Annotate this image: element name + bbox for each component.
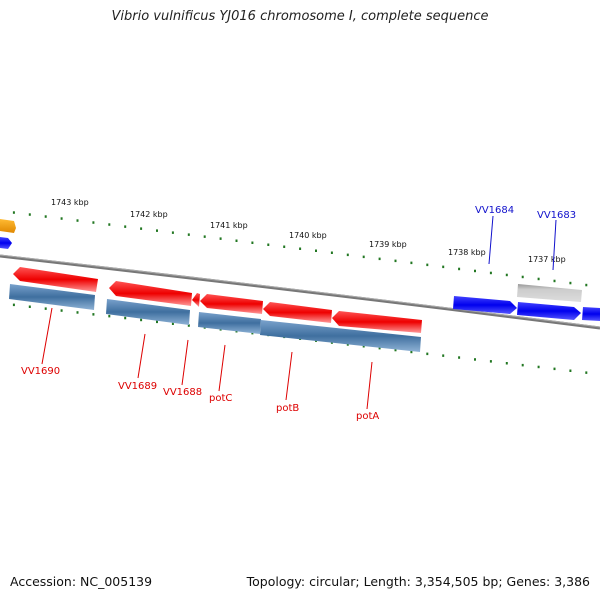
reverse-genes: [13, 267, 422, 333]
scale-labels: 1743 kbp 1742 kbp 1741 kbp 1740 kbp 1739…: [51, 198, 566, 264]
scale-label: 1741 kbp: [210, 221, 248, 230]
cds-vv1690[interactable]: [9, 284, 95, 310]
topology-summary: Topology: circular; Length: 3,354,505 bp…: [246, 574, 590, 589]
gene-label-potB[interactable]: potB: [276, 403, 299, 414]
gene-labels: VV1690 VV1689 VV1688 potC potB potA VV16…: [21, 205, 576, 422]
label-leader-lines: [41, 215, 557, 410]
cds-potC[interactable]: [198, 312, 261, 334]
scale-label: 1743 kbp: [51, 198, 89, 207]
accession-text: Accession: NC_005139: [10, 574, 153, 589]
gene-orange-partial[interactable]: [0, 219, 16, 233]
scale-label: 1737 kbp: [528, 255, 566, 264]
gene-vv1688[interactable]: [192, 293, 200, 307]
gene-vv1684[interactable]: [453, 296, 517, 314]
scale-label: 1742 kbp: [130, 210, 168, 219]
outer-scale-ticks: [12, 211, 588, 287]
gene-potA[interactable]: [332, 311, 422, 333]
scale-label: 1739 kbp: [369, 240, 407, 249]
cds-potB-potA[interactable]: [260, 320, 421, 352]
gene-vv1689[interactable]: [109, 281, 192, 306]
gene-label-vv1688[interactable]: VV1688: [163, 387, 202, 398]
gene-potB[interactable]: [263, 302, 332, 323]
gene-label-vv1683[interactable]: VV1683: [537, 210, 576, 221]
gene-blue-partial[interactable]: [0, 237, 12, 249]
gene-label-vv1690[interactable]: VV1690: [21, 366, 60, 377]
gene-gray[interactable]: [517, 284, 582, 302]
cds-bars: [9, 284, 421, 352]
chromosome-backbone: [0, 254, 600, 330]
cds-vv1689[interactable]: [106, 299, 190, 325]
gene-label-potC[interactable]: potC: [209, 393, 232, 404]
gene-potC[interactable]: [200, 294, 263, 314]
gene-label-potA[interactable]: potA: [356, 411, 379, 422]
forward-genes: [453, 284, 600, 321]
map-title: Vibrio vulnificus YJ016 chromosome I, co…: [111, 9, 489, 24]
scale-label: 1740 kbp: [289, 231, 327, 240]
scale-label: 1738 kbp: [448, 248, 486, 257]
gene-label-vv1684[interactable]: VV1684: [475, 205, 514, 216]
gene-label-vv1689[interactable]: VV1689: [118, 381, 157, 392]
gene-blue-right-partial[interactable]: [582, 307, 600, 321]
gene-vv1683[interactable]: [517, 302, 581, 320]
gene-vv1690[interactable]: [13, 267, 98, 292]
